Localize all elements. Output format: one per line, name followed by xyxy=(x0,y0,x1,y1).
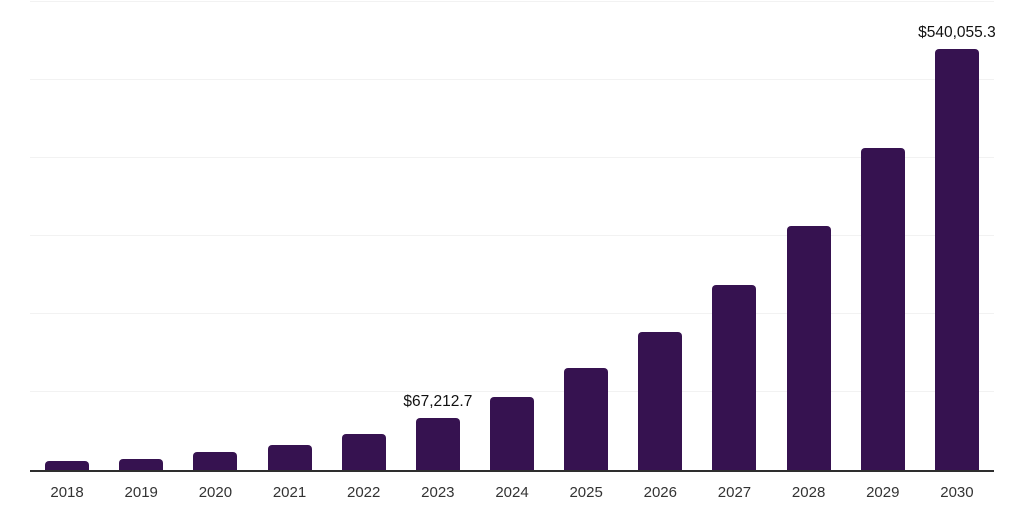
x-tick-2024: 2024 xyxy=(495,484,529,501)
data-label-2023: $67,212.7 xyxy=(403,392,473,410)
x-tick-2030: 2030 xyxy=(940,484,974,501)
x-tick-2028: 2028 xyxy=(791,484,826,501)
x-tick-2023: 2023 xyxy=(421,484,455,501)
bar-2022[interactable] xyxy=(341,434,386,470)
plot-area: $67,212.7 $540,055.3 xyxy=(30,1,996,472)
x-tick-2025: 2025 xyxy=(569,484,603,501)
bar-2026[interactable] xyxy=(638,331,683,470)
bar-2025[interactable] xyxy=(564,367,609,470)
x-tick-2026: 2026 xyxy=(643,484,677,501)
bar-2021[interactable] xyxy=(267,444,312,470)
gridline xyxy=(30,313,994,314)
gridline xyxy=(30,235,994,236)
x-tick-2019: 2019 xyxy=(124,484,158,501)
bar-2024[interactable] xyxy=(490,397,534,470)
bar-2018[interactable] xyxy=(45,461,90,470)
x-tick-2021: 2021 xyxy=(272,484,307,501)
gridline xyxy=(30,391,994,392)
bar-2028[interactable] xyxy=(786,225,831,470)
gridline xyxy=(30,157,994,158)
gridline xyxy=(30,1,994,2)
x-tick-2027: 2027 xyxy=(717,484,752,501)
x-tick-2020: 2020 xyxy=(198,484,233,501)
x-tick-2029: 2029 xyxy=(866,484,900,501)
data-label-2030: $540,055.3 xyxy=(918,23,996,41)
bar-2030[interactable] xyxy=(934,48,979,470)
bar-2023[interactable] xyxy=(415,417,460,470)
gridline xyxy=(30,79,994,80)
x-tick-2022: 2022 xyxy=(347,484,381,501)
x-tick-2018: 2018 xyxy=(50,484,84,501)
bar-2019[interactable] xyxy=(119,458,164,470)
bar-2020[interactable] xyxy=(193,452,238,470)
bar-2029[interactable] xyxy=(860,147,905,470)
bar-2027[interactable] xyxy=(712,284,757,470)
